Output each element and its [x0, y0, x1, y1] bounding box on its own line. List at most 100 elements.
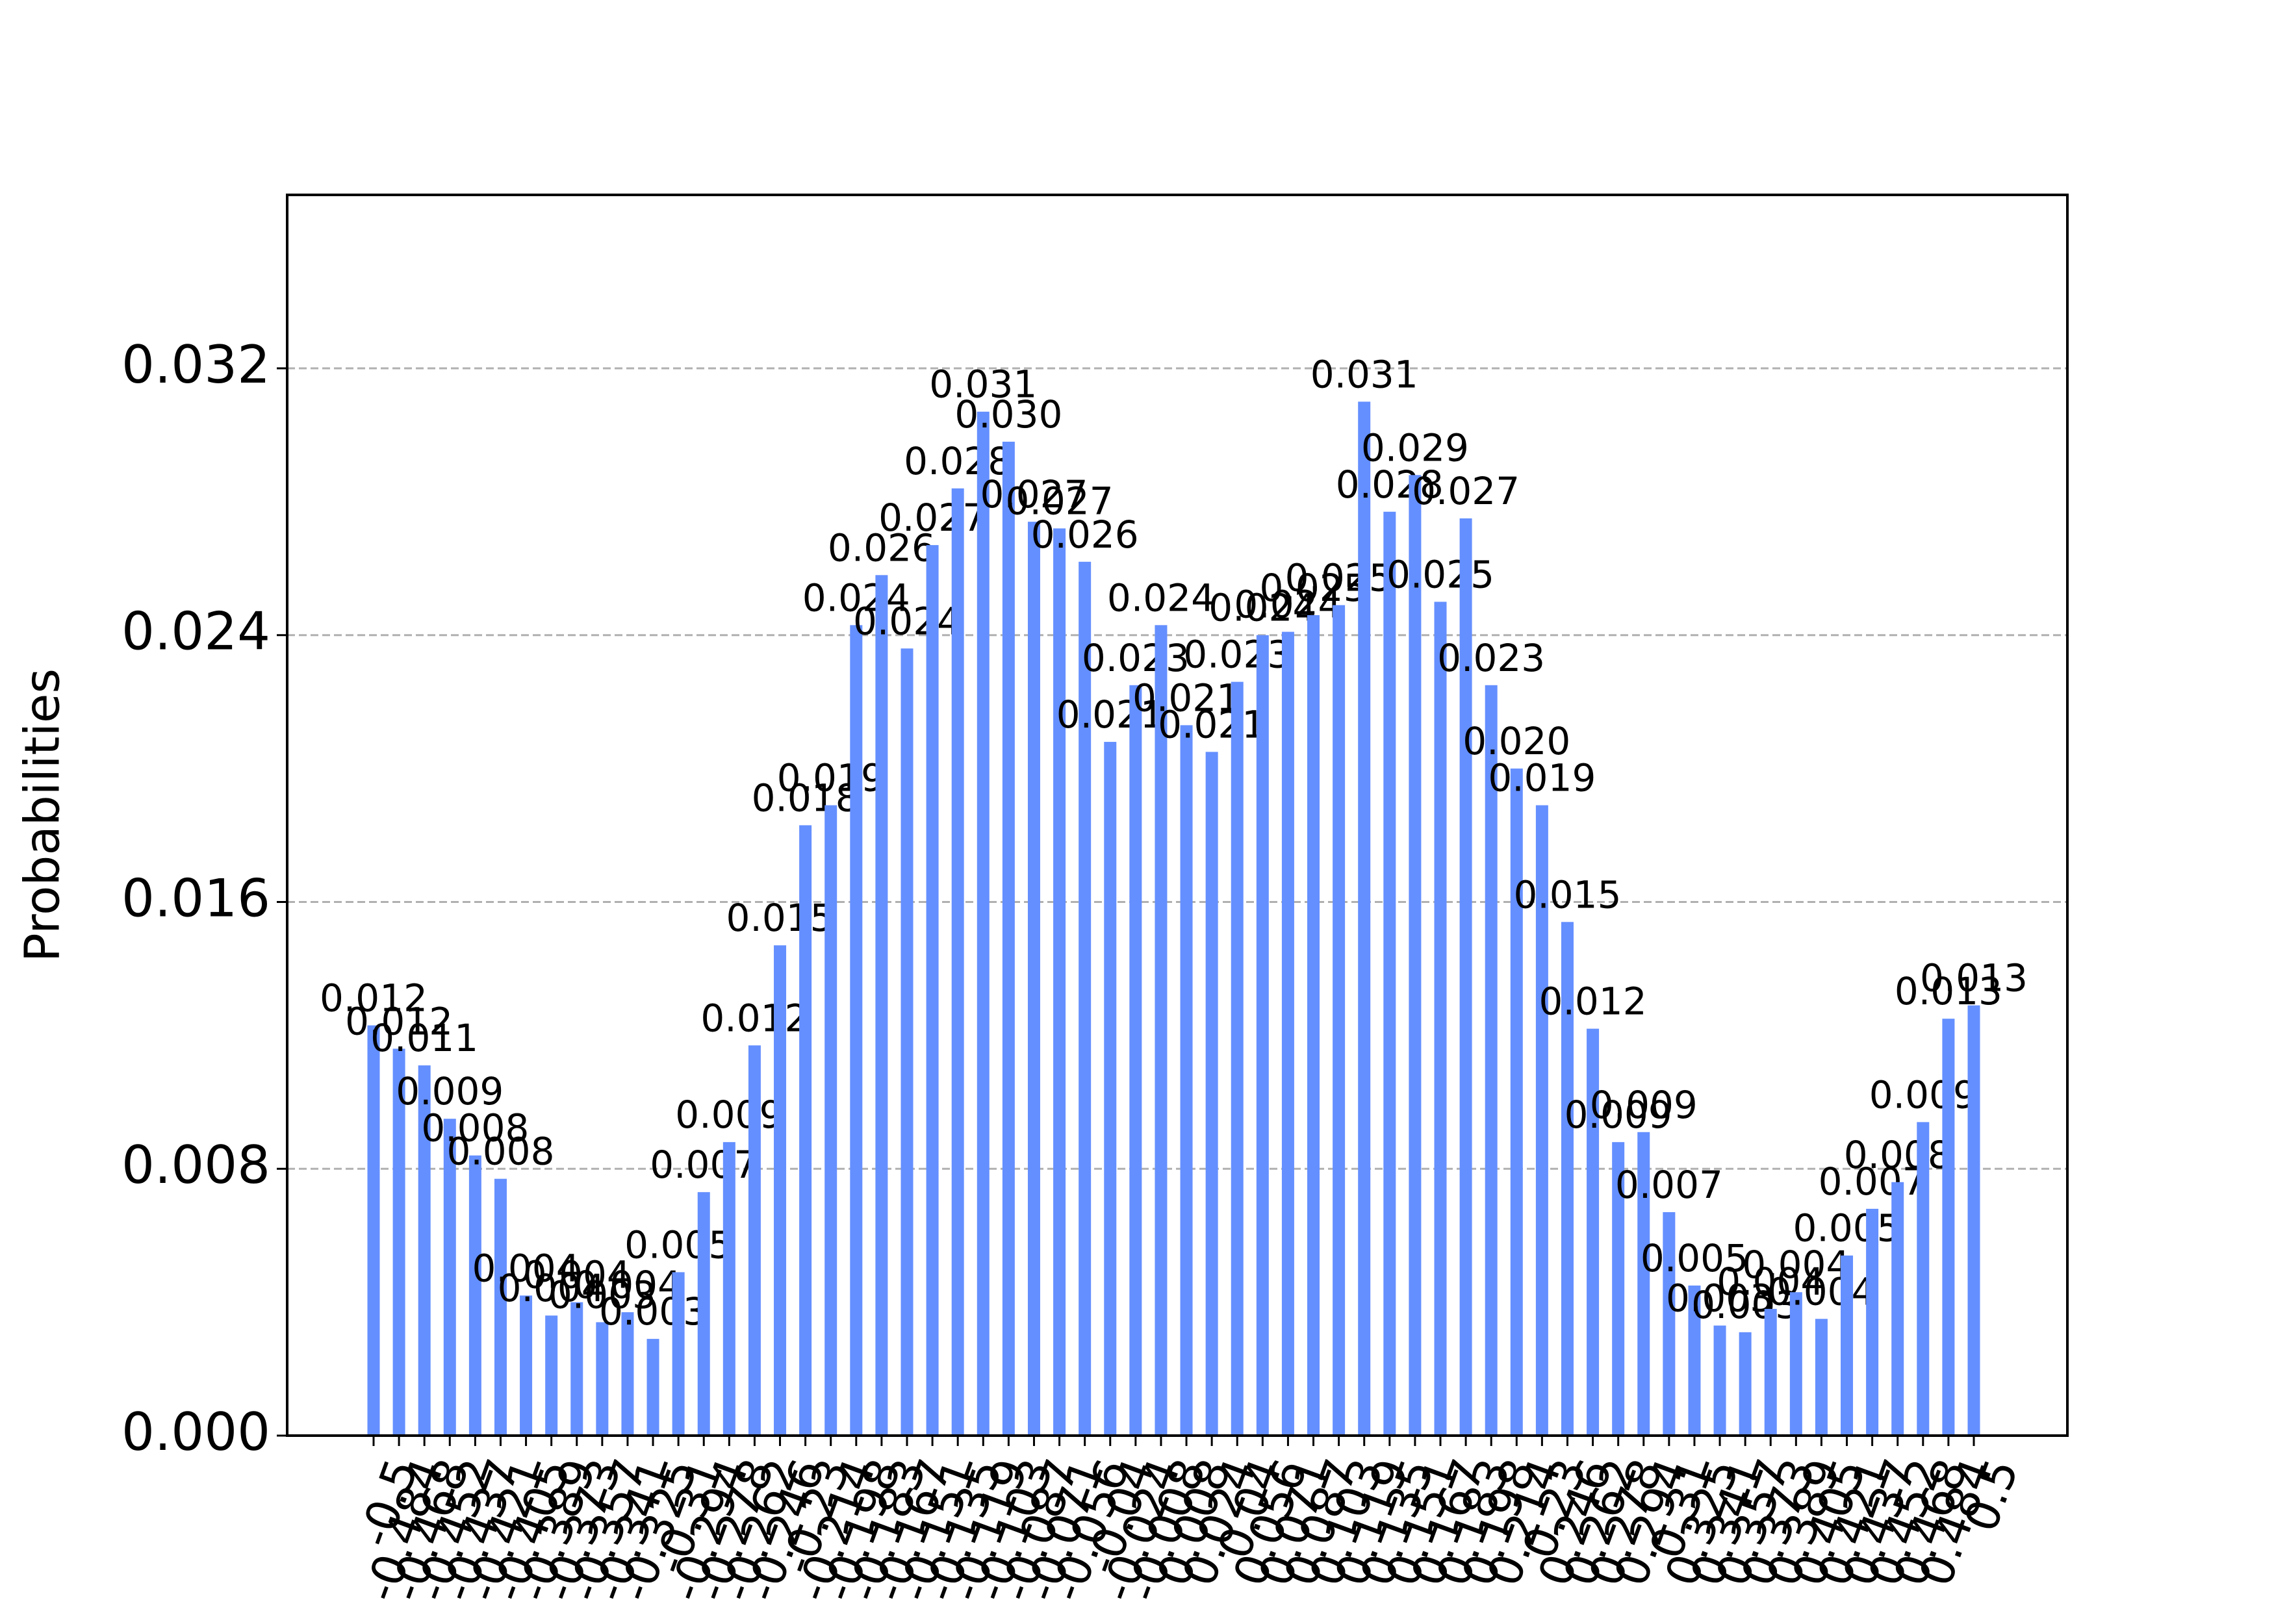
- bar: [1815, 1319, 1828, 1436]
- bar: [1561, 922, 1574, 1436]
- bar: [875, 575, 888, 1436]
- bar: [1333, 605, 1346, 1436]
- bar: [1180, 725, 1193, 1436]
- bar: [1079, 561, 1092, 1436]
- bar: [1409, 475, 1422, 1436]
- value-label: 0.031: [1310, 352, 1418, 396]
- bar: [1155, 625, 1168, 1436]
- value-label: 0.025: [1260, 566, 1368, 610]
- bar: [926, 545, 939, 1436]
- value-label: 0.009: [1565, 1093, 1672, 1137]
- bar: [1587, 1028, 1600, 1436]
- value-label: 0.027: [1006, 479, 1114, 523]
- value-label: 0.025: [1285, 556, 1393, 600]
- value-label: 0.005: [624, 1223, 732, 1267]
- value-label: 0.027: [878, 496, 986, 540]
- bar: [1967, 1005, 1980, 1436]
- bar: [1205, 752, 1218, 1436]
- bar: [748, 1045, 761, 1436]
- bar: [1637, 1132, 1650, 1436]
- value-label: 0.021: [1158, 702, 1266, 746]
- bar: [1917, 1122, 1930, 1436]
- value-label: 0.026: [1031, 513, 1139, 557]
- value-label: 0.026: [828, 526, 936, 570]
- value-label: 0.004: [472, 1246, 580, 1290]
- bar: [951, 488, 964, 1436]
- bar: [545, 1315, 558, 1436]
- bar: [697, 1192, 710, 1436]
- y-tick-label: 0.016: [121, 868, 270, 928]
- value-label: 0.019: [1488, 756, 1596, 800]
- bar: [1841, 1255, 1854, 1436]
- bar: [1231, 681, 1244, 1436]
- value-label: 0.023: [1437, 636, 1545, 680]
- value-label: 0.004: [1767, 1269, 1875, 1313]
- bar: [1891, 1182, 1904, 1436]
- bar: [1027, 522, 1040, 1436]
- value-label: 0.013: [1920, 956, 2028, 1000]
- value-label: 0.011: [370, 1016, 478, 1060]
- value-label: 0.008: [1844, 1133, 1952, 1177]
- y-tick-label: 0.024: [121, 602, 270, 662]
- value-label: 0.023: [1183, 633, 1291, 677]
- bar: [774, 945, 787, 1436]
- bar: [596, 1322, 609, 1436]
- bar: [1764, 1308, 1777, 1436]
- value-label: 0.021: [1056, 692, 1164, 737]
- value-label: 0.027: [1412, 469, 1520, 513]
- value-label: 0.009: [675, 1093, 783, 1137]
- value-label: 0.007: [650, 1143, 758, 1187]
- bar: [1612, 1142, 1625, 1436]
- bar: [1535, 805, 1548, 1436]
- value-label: 0.019: [777, 756, 885, 800]
- value-label: 0.003: [599, 1289, 707, 1334]
- bar: [570, 1302, 583, 1436]
- value-label: 0.004: [574, 1263, 682, 1307]
- bar: [418, 1065, 431, 1436]
- value-label: 0.005: [1641, 1236, 1748, 1280]
- bar: [392, 1048, 405, 1436]
- value-label: 0.020: [1463, 719, 1570, 763]
- bar: [799, 825, 812, 1436]
- value-label: 0.024: [1208, 586, 1316, 630]
- value-label: 0.028: [1336, 463, 1444, 507]
- value-label: 0.018: [752, 776, 860, 820]
- value-label: 0.004: [498, 1266, 606, 1310]
- value-label: 0.012: [345, 999, 453, 1043]
- bar: [1307, 615, 1320, 1436]
- value-label: 0.009: [1869, 1072, 1977, 1117]
- bar: [977, 411, 990, 1436]
- value-label: 0.008: [421, 1106, 529, 1150]
- bar: [850, 625, 863, 1436]
- bar: [1942, 1019, 1955, 1436]
- value-label: 0.023: [1082, 636, 1190, 680]
- bar: [1713, 1325, 1726, 1436]
- value-label: 0.003: [1691, 1283, 1799, 1327]
- bar: [1688, 1285, 1701, 1436]
- value-label: 0.027: [980, 472, 1088, 516]
- value-label: 0.015: [1513, 872, 1621, 917]
- bar: [1256, 635, 1269, 1436]
- y-axis-label: Probabilities: [15, 668, 71, 962]
- value-label: 0.031: [929, 362, 1037, 407]
- value-label: 0.030: [954, 392, 1062, 437]
- value-label: 0.025: [1386, 552, 1494, 596]
- value-label: 0.009: [396, 1069, 504, 1113]
- bar: [1358, 401, 1371, 1436]
- bar: [901, 648, 913, 1436]
- value-label: 0.013: [1895, 969, 2002, 1013]
- bar: [672, 1272, 685, 1436]
- bar: [1866, 1208, 1879, 1436]
- value-label: 0.029: [1361, 425, 1469, 470]
- bar: [1002, 441, 1015, 1436]
- bar: [646, 1339, 659, 1436]
- value-label: 0.005: [1793, 1206, 1901, 1250]
- value-label: 0.024: [1234, 583, 1342, 627]
- value-label: 0.009: [1590, 1083, 1698, 1127]
- bar: [367, 1025, 380, 1436]
- bar: [520, 1295, 533, 1436]
- bar: [1459, 518, 1472, 1436]
- value-label: 0.012: [320, 976, 428, 1020]
- value-label: 0.004: [1717, 1260, 1824, 1304]
